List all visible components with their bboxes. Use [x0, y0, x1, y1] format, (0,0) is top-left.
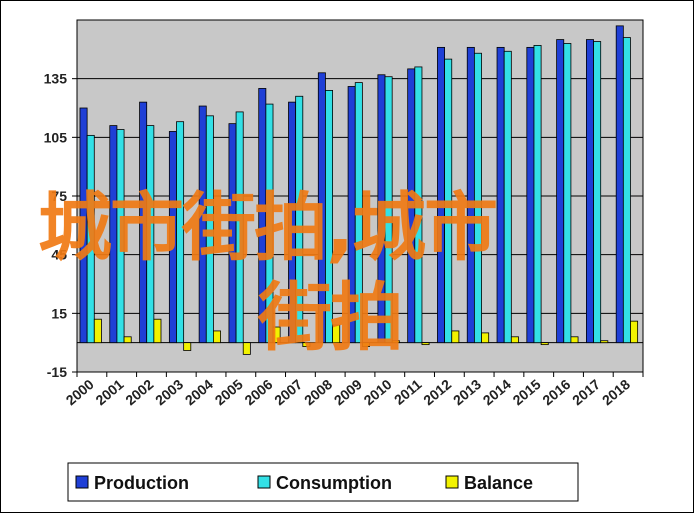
x-axis-ticks: 2000200120022003200420052006200720082009…	[63, 372, 644, 408]
bar-production-2003	[168, 131, 177, 344]
bar-production-2012	[437, 46, 446, 344]
y-axis-ticks: -15 15 45 75 105 135	[44, 71, 77, 380]
bar-consumption-2004	[205, 115, 214, 344]
bar-balance-2010	[391, 340, 400, 344]
bar-production-2016	[556, 39, 565, 344]
y-tick-label: 135	[44, 71, 68, 87]
x-tick-label: 2012	[420, 376, 454, 408]
bar-balance-2018	[630, 320, 639, 344]
x-tick-label: 2018	[599, 376, 633, 408]
bar-production-2008	[317, 72, 326, 344]
bar-consumption-2003	[176, 121, 185, 344]
bar-balance-2011	[421, 342, 430, 346]
x-tick-label: 2017	[569, 376, 603, 408]
x-tick-label: 2015	[509, 376, 543, 408]
bar-balance-2001	[123, 336, 132, 344]
bar-balance-2013	[481, 332, 490, 344]
bar-balance-2012	[451, 330, 460, 344]
x-tick-label: 2003	[152, 376, 186, 408]
bar-consumption-2005	[235, 111, 244, 344]
bar-balance-2004	[213, 330, 221, 344]
bar-production-2001	[109, 125, 118, 344]
bar-balance-2002	[153, 318, 162, 344]
bar-balance-2009	[361, 342, 370, 347]
bar-production-2017	[586, 39, 594, 344]
bar-consumption-2007	[295, 95, 304, 344]
bar-production-2005	[228, 123, 237, 344]
legend: Production Consumption Balance	[67, 462, 579, 502]
bar-balance-2000	[93, 318, 102, 344]
bar-balance-2006	[272, 326, 281, 344]
x-tick-label: 2010	[361, 376, 395, 408]
bar-production-2013	[466, 46, 475, 344]
x-tick-label: 2016	[539, 376, 573, 408]
bar-balance-2015	[540, 342, 549, 346]
bar-consumption-2000	[86, 134, 95, 344]
y-tick-label: 45	[51, 247, 67, 263]
bar-balance-2003	[183, 342, 192, 351]
y-tick-label: 75	[51, 188, 67, 204]
bar-production-2011	[407, 68, 416, 344]
x-tick-label: 2001	[92, 376, 126, 408]
bar-balance-2008	[332, 324, 341, 344]
bar-consumption-2010	[384, 76, 393, 344]
x-tick-label: 2004	[182, 376, 216, 408]
legend-box	[67, 462, 579, 502]
x-tick-label: 2013	[450, 376, 484, 408]
x-tick-label: 2009	[331, 376, 365, 408]
y-tick-label: -15	[47, 364, 67, 380]
bar-balance-2014	[510, 336, 519, 344]
bar-consumption-2006	[265, 103, 274, 344]
legend-label-production: Production	[94, 473, 189, 493]
bar-balance-2007	[302, 342, 311, 347]
bar-consumption-2013	[473, 52, 482, 344]
y-tick-label: 15	[51, 305, 67, 321]
bar-consumption-2002	[146, 125, 155, 344]
x-tick-label: 2006	[241, 376, 275, 408]
bar-production-2006	[258, 88, 267, 344]
x-tick-label: 2007	[271, 376, 305, 408]
bar-consumption-2008	[325, 90, 333, 344]
x-tick-label: 2008	[301, 376, 335, 408]
bar-consumption-2014	[503, 50, 512, 344]
x-tick-label: 2000	[63, 376, 97, 408]
bar-consumption-2009	[354, 82, 363, 344]
bar-balance-2017	[600, 340, 609, 344]
x-tick-label: 2005	[212, 376, 246, 408]
bar-consumption-2001	[116, 129, 125, 344]
bar-consumption-2017	[593, 41, 602, 344]
legend-swatch-consumption	[257, 475, 271, 489]
bar-consumption-2015	[533, 45, 542, 344]
legend-swatch-balance	[445, 475, 459, 489]
bar-production-2010	[377, 74, 386, 344]
legend-swatch-production	[75, 475, 89, 489]
bar-consumption-2018	[622, 37, 631, 344]
bar-balance-2016	[570, 336, 579, 344]
x-tick-label: 2014	[480, 376, 514, 408]
legend-label-balance: Balance	[464, 473, 533, 493]
plot-area	[76, 19, 644, 373]
bar-consumption-2012	[444, 58, 453, 344]
bar-consumption-2016	[563, 43, 572, 344]
x-tick-label: 2011	[391, 376, 425, 408]
bar-production-2000	[79, 107, 88, 344]
legend-label-consumption: Consumption	[276, 473, 392, 493]
bar-consumption-2011	[414, 66, 423, 344]
bar-production-2009	[347, 86, 356, 344]
x-tick-label: 2002	[122, 376, 156, 408]
bar-production-2015	[526, 46, 535, 344]
bar-production-2007	[288, 101, 297, 344]
bar-balance-2005	[242, 342, 251, 355]
bar-production-2004	[198, 105, 207, 344]
y-tick-label: 105	[44, 129, 68, 145]
bar-production-2018	[615, 25, 624, 344]
bar-production-2002	[139, 101, 148, 344]
bar-production-2014	[496, 46, 505, 344]
